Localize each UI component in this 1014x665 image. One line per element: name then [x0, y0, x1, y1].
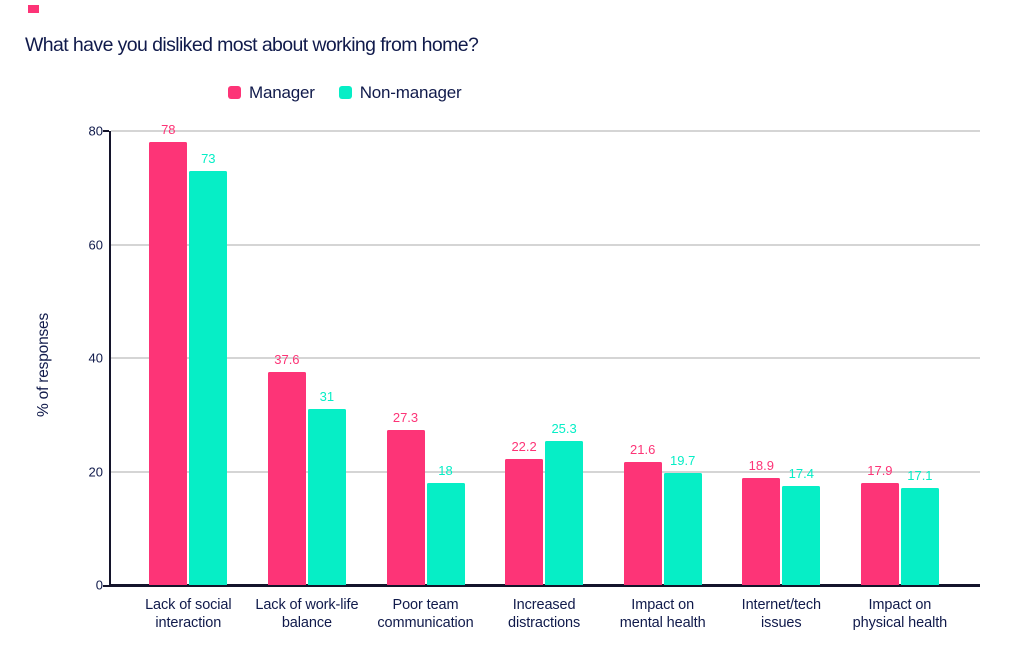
chart-title: What have you disliked most about workin…	[25, 34, 479, 56]
bar-group-2: 37.6 31	[267, 352, 346, 585]
legend-label-non-manager: Non-manager	[359, 82, 462, 102]
bar-non-manager-4: 25.3	[545, 421, 584, 585]
bar-non-manager-2: 31	[307, 389, 346, 585]
bar-value-label: 37.6	[274, 351, 300, 367]
legend-item-manager: Manager	[228, 83, 315, 103]
plot-area: 0 20 40 60 80 78 73 Lack of social interaction 37…	[89, 122, 980, 631]
legend-label-manager: Manager	[249, 82, 315, 102]
bar-group-5: 21.6 19.7	[623, 442, 702, 585]
x-axis-line	[109, 584, 980, 587]
y-tick-label-20: 20	[88, 464, 103, 479]
gridline-80	[111, 130, 980, 132]
bar-non-manager-5: 19.7	[663, 453, 702, 585]
gridline-60	[111, 243, 980, 246]
y-axis-tick-top	[103, 130, 109, 132]
bar-manager-2: 37.6	[267, 352, 306, 585]
bar-value-label: 17.4	[788, 466, 814, 482]
bar-value-label: 17.9	[867, 463, 893, 479]
bar-non-manager-3: 18	[426, 463, 465, 585]
bar-non-manager-6: 17.4	[782, 466, 821, 585]
bar-value-label: 27.3	[392, 410, 419, 426]
y-axis-title: % of responses	[35, 312, 52, 418]
bar-group-6: 18.9 17.4	[742, 458, 821, 585]
bar-manager-6: 18.9	[742, 458, 781, 585]
x-axis-label-7: Impact on physical health	[852, 597, 948, 631]
bar-manager-4: 22.2	[505, 439, 544, 585]
y-tick-label-60: 60	[88, 237, 103, 252]
bar-value-label: 22.2	[511, 439, 537, 455]
chart-legend: Manager Non-manager	[228, 82, 462, 103]
decorative-pink-mark	[28, 5, 39, 13]
bar-manager-3: 27.3	[386, 410, 425, 585]
bar-non-manager-1: 73	[189, 151, 228, 585]
x-axis-label-5: Impact on mental health	[619, 597, 706, 631]
bar-manager-7: 17.9	[860, 463, 899, 585]
bar-value-label: 18	[438, 462, 453, 478]
bar-value-label: 17.1	[907, 467, 933, 483]
y-tick-label-0: 0	[95, 577, 103, 593]
legend-swatch-manager-icon	[228, 86, 241, 99]
x-axis-label-4: Increased distractions	[508, 597, 581, 631]
legend-item-non-manager: Non-manager	[338, 82, 462, 103]
y-tick-label-80: 80	[88, 123, 103, 139]
bar-manager-1: 78	[149, 122, 188, 585]
x-axis-label-6: Internet/tech issues	[741, 597, 821, 631]
x-axis-label-1: Lack of social interaction	[145, 597, 232, 631]
bar-value-label: 78	[161, 122, 176, 138]
bar-group-4: 22.2 25.3	[505, 421, 584, 585]
bar-value-label: 31	[319, 389, 335, 405]
x-axis-label-2: Lack of work-life balance	[255, 597, 359, 631]
bar-value-label: 73	[201, 150, 216, 166]
bar-group-1: 78 73	[149, 122, 228, 585]
bar-value-label: 21.6	[630, 442, 656, 458]
bar-value-label: 18.9	[748, 457, 774, 473]
bar-group-3: 27.3 18	[386, 410, 465, 585]
x-axis-label-3: Poor team communication	[377, 597, 474, 631]
y-axis-line	[109, 131, 111, 587]
bar-value-label: 25.3	[551, 421, 577, 437]
bar-group-7: 17.9 17.1	[860, 463, 939, 585]
bar-value-label: 19.7	[670, 453, 696, 469]
legend-swatch-non-manager-icon	[338, 86, 352, 99]
y-tick-label-40: 40	[88, 350, 103, 366]
y-axis-tick-bottom	[103, 585, 109, 587]
gridline-40	[111, 357, 980, 359]
bar-non-manager-7: 17.1	[900, 468, 939, 585]
bar-manager-5: 21.6	[623, 442, 662, 585]
